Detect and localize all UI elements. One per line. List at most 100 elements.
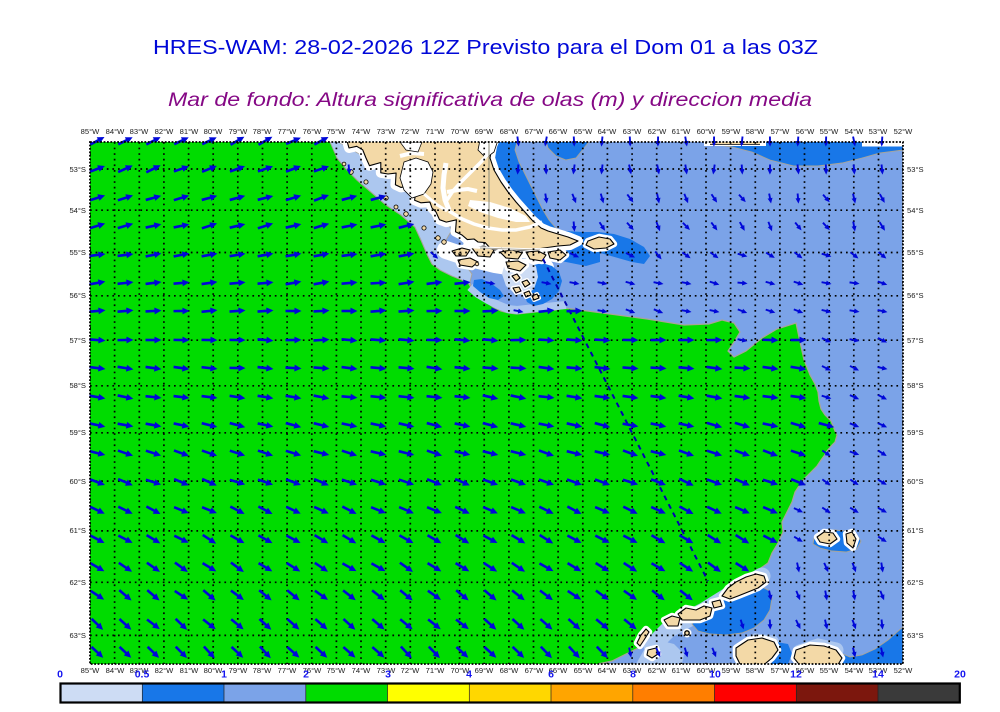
svg-text:65°W: 65°W bbox=[574, 666, 593, 675]
svg-text:2: 2 bbox=[303, 669, 309, 681]
svg-text:76°W: 76°W bbox=[303, 666, 322, 675]
svg-text:57°W: 57°W bbox=[771, 127, 790, 136]
svg-text:57°S: 57°S bbox=[907, 336, 924, 345]
svg-text:53°S: 53°S bbox=[69, 165, 86, 174]
svg-text:62°S: 62°S bbox=[907, 578, 924, 587]
svg-text:80°W: 80°W bbox=[204, 666, 223, 675]
svg-text:68°W: 68°W bbox=[500, 666, 519, 675]
svg-text:55°S: 55°S bbox=[69, 248, 86, 257]
svg-text:70°W: 70°W bbox=[451, 127, 470, 136]
svg-text:20: 20 bbox=[954, 669, 966, 681]
svg-text:84°W: 84°W bbox=[106, 127, 125, 136]
svg-text:14: 14 bbox=[872, 669, 884, 681]
svg-text:0.5: 0.5 bbox=[135, 669, 150, 681]
svg-text:58°W: 58°W bbox=[746, 127, 765, 136]
svg-text:62°S: 62°S bbox=[69, 578, 86, 587]
svg-text:8: 8 bbox=[630, 669, 636, 681]
svg-text:6: 6 bbox=[548, 669, 554, 681]
svg-text:63°S: 63°S bbox=[69, 631, 86, 640]
svg-text:57°S: 57°S bbox=[69, 336, 86, 345]
svg-text:59°S: 59°S bbox=[69, 428, 86, 437]
svg-text:75°W: 75°W bbox=[327, 127, 346, 136]
svg-text:60°S: 60°S bbox=[907, 477, 924, 486]
svg-text:69°W: 69°W bbox=[475, 127, 494, 136]
svg-text:81°W: 81°W bbox=[180, 666, 199, 675]
svg-text:56°S: 56°S bbox=[907, 291, 924, 300]
svg-text:53°W: 53°W bbox=[869, 127, 888, 136]
svg-text:53°W: 53°W bbox=[869, 666, 888, 675]
svg-text:10: 10 bbox=[709, 669, 721, 681]
svg-text:54°W: 54°W bbox=[845, 666, 864, 675]
svg-text:82°W: 82°W bbox=[155, 127, 174, 136]
svg-text:12: 12 bbox=[790, 669, 802, 681]
svg-text:77°W: 77°W bbox=[278, 666, 297, 675]
svg-text:53°S: 53°S bbox=[907, 165, 924, 174]
svg-text:62°W: 62°W bbox=[648, 666, 667, 675]
svg-text:83°W: 83°W bbox=[130, 127, 149, 136]
svg-text:79°W: 79°W bbox=[229, 127, 248, 136]
svg-text:54°S: 54°S bbox=[69, 206, 86, 215]
svg-text:58°S: 58°S bbox=[69, 381, 86, 390]
svg-text:55°S: 55°S bbox=[907, 248, 924, 257]
svg-text:59°W: 59°W bbox=[722, 127, 741, 136]
svg-text:59°S: 59°S bbox=[907, 428, 924, 437]
svg-text:54°S: 54°S bbox=[907, 206, 924, 215]
svg-text:68°W: 68°W bbox=[500, 127, 519, 136]
svg-text:71°W: 71°W bbox=[426, 127, 445, 136]
svg-text:74°W: 74°W bbox=[352, 127, 371, 136]
svg-text:78°W: 78°W bbox=[253, 666, 272, 675]
svg-text:73°W: 73°W bbox=[377, 666, 396, 675]
svg-text:83°W: 83°W bbox=[130, 666, 149, 675]
svg-text:70°W: 70°W bbox=[451, 666, 470, 675]
svg-text:59°W: 59°W bbox=[722, 666, 741, 675]
svg-text:61°W: 61°W bbox=[672, 666, 691, 675]
svg-text:0: 0 bbox=[57, 669, 63, 681]
svg-text:85°W: 85°W bbox=[81, 127, 100, 136]
svg-text:3: 3 bbox=[385, 669, 391, 681]
svg-text:55°W: 55°W bbox=[820, 127, 839, 136]
svg-text:62°W: 62°W bbox=[648, 127, 667, 136]
svg-text:78°W: 78°W bbox=[253, 127, 272, 136]
svg-text:81°W: 81°W bbox=[180, 127, 199, 136]
svg-text:60°W: 60°W bbox=[697, 666, 716, 675]
svg-text:67°W: 67°W bbox=[525, 666, 544, 675]
svg-text:71°W: 71°W bbox=[426, 666, 445, 675]
svg-text:72°W: 72°W bbox=[401, 127, 420, 136]
svg-text:54°W: 54°W bbox=[845, 127, 864, 136]
svg-text:80°W: 80°W bbox=[204, 127, 223, 136]
svg-text:63°W: 63°W bbox=[623, 127, 642, 136]
svg-text:1: 1 bbox=[221, 669, 227, 681]
svg-text:73°W: 73°W bbox=[377, 127, 396, 136]
svg-text:56°S: 56°S bbox=[69, 291, 86, 300]
svg-text:84°W: 84°W bbox=[106, 666, 125, 675]
svg-text:64°W: 64°W bbox=[598, 666, 617, 675]
svg-text:69°W: 69°W bbox=[475, 666, 494, 675]
svg-text:66°W: 66°W bbox=[549, 127, 568, 136]
svg-text:61°S: 61°S bbox=[907, 526, 924, 535]
svg-text:76°W: 76°W bbox=[303, 127, 322, 136]
svg-text:61°S: 61°S bbox=[69, 526, 86, 535]
svg-text:66°W: 66°W bbox=[549, 666, 568, 675]
svg-text:HRES-WAM: 28-02-2026 12Z Previ: HRES-WAM: 28-02-2026 12Z Previsto para e… bbox=[153, 36, 818, 59]
svg-text:52°W: 52°W bbox=[894, 666, 913, 675]
svg-text:72°W: 72°W bbox=[401, 666, 420, 675]
svg-text:55°W: 55°W bbox=[820, 666, 839, 675]
svg-text:56°W: 56°W bbox=[796, 666, 815, 675]
svg-text:75°W: 75°W bbox=[327, 666, 346, 675]
svg-text:67°W: 67°W bbox=[525, 127, 544, 136]
svg-text:63°S: 63°S bbox=[907, 631, 924, 640]
svg-text:60°S: 60°S bbox=[69, 477, 86, 486]
svg-text:57°W: 57°W bbox=[771, 666, 790, 675]
svg-text:52°W: 52°W bbox=[894, 127, 913, 136]
svg-text:4: 4 bbox=[466, 669, 472, 681]
svg-text:56°W: 56°W bbox=[796, 127, 815, 136]
svg-text:64°W: 64°W bbox=[598, 127, 617, 136]
svg-text:60°W: 60°W bbox=[697, 127, 716, 136]
svg-text:Mar de fondo: Altura significa: Mar de fondo: Altura significativa de ol… bbox=[168, 89, 812, 111]
svg-text:61°W: 61°W bbox=[672, 127, 691, 136]
svg-text:85°W: 85°W bbox=[81, 666, 100, 675]
svg-text:82°W: 82°W bbox=[155, 666, 174, 675]
svg-text:77°W: 77°W bbox=[278, 127, 297, 136]
svg-text:79°W: 79°W bbox=[229, 666, 248, 675]
svg-text:74°W: 74°W bbox=[352, 666, 371, 675]
